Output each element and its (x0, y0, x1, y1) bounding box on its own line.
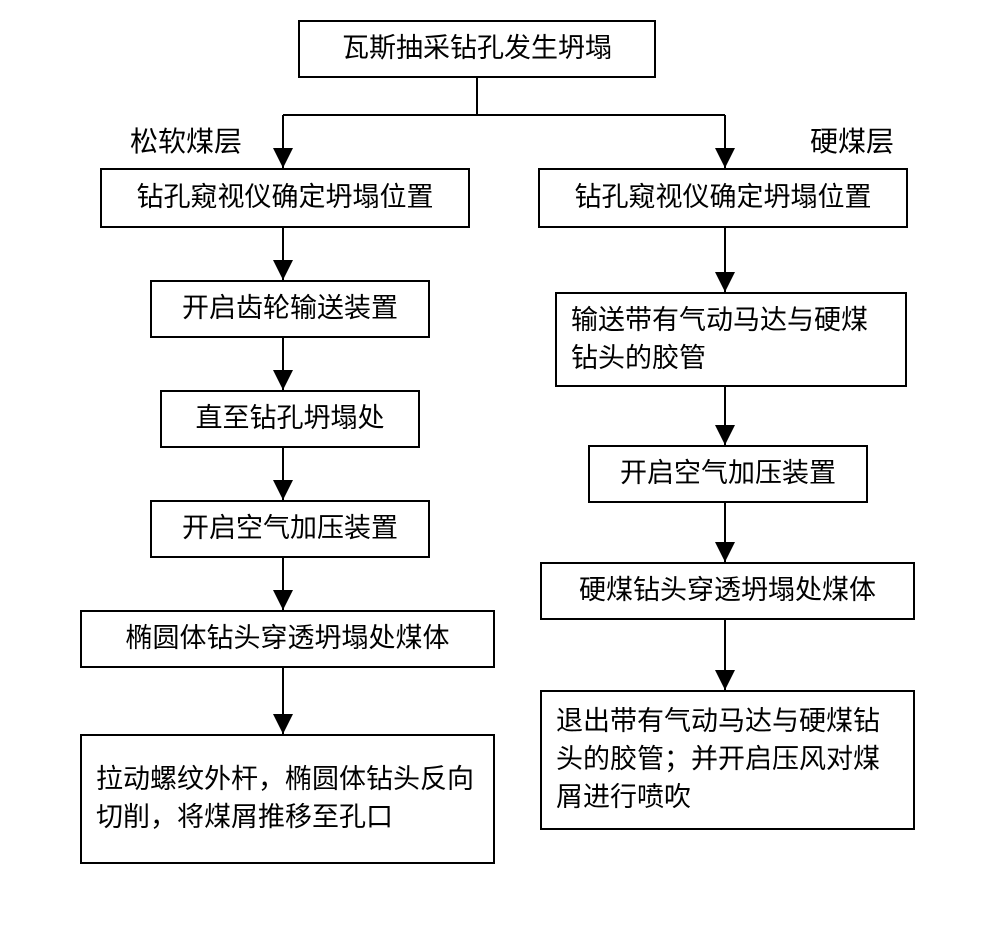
right-step-1: 钻孔窥视仪确定坍塌位置 (538, 168, 908, 228)
right-branch-label: 硬煤层 (810, 120, 894, 160)
right-step-5-text: 退出带有气动马达与硬煤钻头的胶管；并开启压风对煤屑进行喷吹 (556, 703, 899, 816)
left-step-5-text: 椭圆体钻头穿透坍塌处煤体 (126, 620, 450, 658)
left-branch-label-text: 松软煤层 (130, 127, 242, 158)
flowchart-start-text: 瓦斯抽采钻孔发生坍塌 (342, 30, 612, 68)
left-step-3: 直至钻孔坍塌处 (160, 390, 420, 448)
flowchart-start-box: 瓦斯抽采钻孔发生坍塌 (298, 20, 656, 78)
right-step-2-text: 输送带有气动马达与硬煤钻头的胶管 (571, 302, 891, 378)
right-step-5: 退出带有气动马达与硬煤钻头的胶管；并开启压风对煤屑进行喷吹 (540, 690, 915, 830)
left-step-6: 拉动螺纹外杆，椭圆体钻头反向切削，将煤屑推移至孔口 (80, 734, 495, 864)
right-step-4-text: 硬煤钻头穿透坍塌处煤体 (579, 572, 876, 610)
left-step-5: 椭圆体钻头穿透坍塌处煤体 (80, 610, 495, 668)
left-step-1-text: 钻孔窥视仪确定坍塌位置 (137, 179, 434, 217)
left-branch-label: 松软煤层 (130, 120, 242, 160)
left-step-2: 开启齿轮输送装置 (150, 280, 430, 338)
right-branch-label-text: 硬煤层 (810, 127, 894, 158)
flowchart-container: 瓦斯抽采钻孔发生坍塌 松软煤层 硬煤层 钻孔窥视仪确定坍塌位置 开启齿轮输送装置… (0, 0, 1000, 927)
left-step-2-text: 开启齿轮输送装置 (182, 290, 398, 328)
right-step-1-text: 钻孔窥视仪确定坍塌位置 (575, 179, 872, 217)
right-step-3: 开启空气加压装置 (588, 445, 868, 503)
right-step-3-text: 开启空气加压装置 (620, 455, 836, 493)
left-step-4-text: 开启空气加压装置 (182, 510, 398, 548)
left-step-3-text: 直至钻孔坍塌处 (196, 400, 385, 438)
left-step-1: 钻孔窥视仪确定坍塌位置 (100, 168, 470, 228)
left-step-6-text: 拉动螺纹外杆，椭圆体钻头反向切削，将煤屑推移至孔口 (96, 761, 479, 837)
left-step-4: 开启空气加压装置 (150, 500, 430, 558)
right-step-4: 硬煤钻头穿透坍塌处煤体 (540, 562, 915, 620)
right-step-2: 输送带有气动马达与硬煤钻头的胶管 (555, 292, 907, 387)
